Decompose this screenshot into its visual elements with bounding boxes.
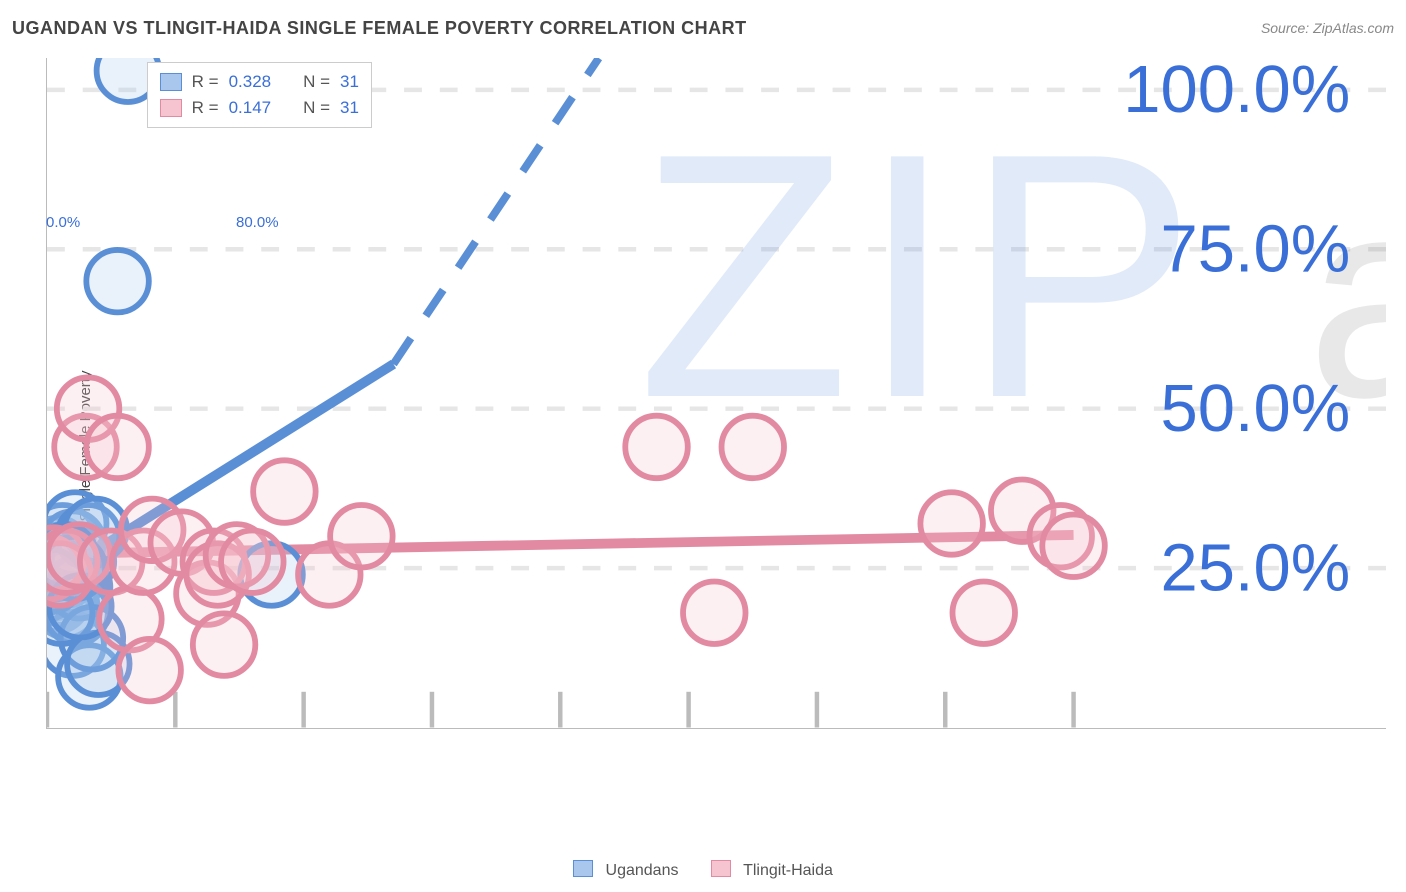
legend-label: Tlingit-Haida [743, 862, 833, 879]
legend-item-tlingit-haida: Tlingit-Haida [711, 860, 833, 880]
scatter-plot: ZIPatlas25.0%50.0%75.0%100.0%0.0%80.0% [46, 58, 1386, 729]
r-label: R = [192, 69, 219, 95]
header: UGANDAN VS TLINGIT-HAIDA SINGLE FEMALE P… [12, 18, 1394, 46]
r-value: 0.328 [229, 69, 272, 95]
source-label: Source: ZipAtlas.com [1261, 20, 1394, 36]
legend-swatch-icon [573, 860, 593, 877]
x-tick-label: 80.0% [236, 214, 279, 231]
legend-swatch-icon [711, 860, 731, 877]
r-value: 0.147 [229, 95, 272, 121]
n-label: N = [303, 69, 330, 95]
correlation-legend-row: R = 0.147 N = 31 [160, 95, 359, 121]
legend-label: Ugandans [606, 862, 679, 879]
correlation-legend: R = 0.328 N = 31 R = 0.147 N = 31 [147, 62, 372, 128]
svg-text:75.0%: 75.0% [1160, 212, 1350, 287]
legend-swatch-icon [160, 99, 182, 117]
svg-text:ZIP: ZIP [637, 81, 1205, 470]
svg-text:50.0%: 50.0% [1160, 371, 1350, 446]
n-value: 31 [340, 69, 359, 95]
correlation-legend-row: R = 0.328 N = 31 [160, 69, 359, 95]
chart-container: ZIPatlas25.0%50.0%75.0%100.0%0.0%80.0% 0… [46, 58, 1386, 840]
x-tick-label: 0.0% [46, 214, 80, 231]
chart-title: UGANDAN VS TLINGIT-HAIDA SINGLE FEMALE P… [12, 18, 747, 38]
n-label: N = [303, 95, 330, 121]
r-label: R = [192, 95, 219, 121]
bottom-legend: Ugandans Tlingit-Haida [0, 860, 1406, 880]
n-value: 31 [340, 95, 359, 121]
legend-swatch-icon [160, 73, 182, 91]
legend-item-ugandans: Ugandans [573, 860, 678, 880]
svg-text:25.0%: 25.0% [1160, 530, 1350, 605]
svg-text:100.0%: 100.0% [1123, 58, 1350, 127]
